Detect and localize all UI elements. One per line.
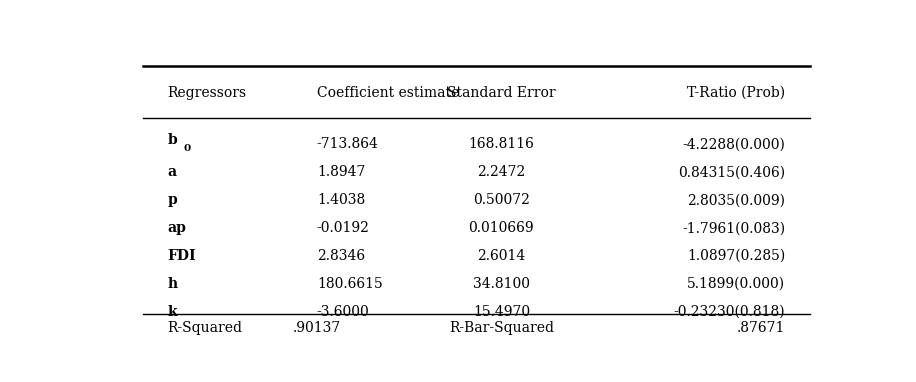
Text: 1.8947: 1.8947 — [317, 165, 365, 179]
Text: 34.8100: 34.8100 — [473, 277, 529, 291]
Text: h: h — [168, 277, 178, 291]
Text: -4.2288(0.000): -4.2288(0.000) — [682, 138, 785, 151]
Text: .90137: .90137 — [293, 321, 341, 335]
Text: .87671: .87671 — [737, 321, 785, 335]
Text: 2.8035(0.009): 2.8035(0.009) — [687, 193, 785, 207]
Text: b: b — [168, 133, 178, 147]
Text: 15.4970: 15.4970 — [473, 305, 530, 319]
Text: 168.8116: 168.8116 — [468, 138, 534, 151]
Text: 1.4038: 1.4038 — [317, 193, 365, 207]
Text: a: a — [168, 165, 177, 179]
Text: Standard Error: Standard Error — [447, 86, 556, 100]
Text: 0.50072: 0.50072 — [473, 193, 529, 207]
Text: R-Bar-Squared: R-Bar-Squared — [449, 321, 554, 335]
Text: 5.1899(0.000): 5.1899(0.000) — [687, 277, 785, 291]
Text: ap: ap — [168, 221, 187, 235]
Text: -0.0192: -0.0192 — [317, 221, 370, 235]
Text: k: k — [168, 305, 178, 319]
Text: 2.6014: 2.6014 — [477, 249, 526, 263]
Text: FDI: FDI — [168, 249, 196, 263]
Text: p: p — [168, 193, 178, 207]
Text: T-Ratio (Prob): T-Ratio (Prob) — [687, 86, 785, 100]
Text: -3.6000: -3.6000 — [317, 305, 369, 319]
Text: -713.864: -713.864 — [317, 138, 378, 151]
Text: R-Squared: R-Squared — [168, 321, 243, 335]
Text: -0.23230(0.818): -0.23230(0.818) — [674, 305, 785, 319]
Text: 180.6615: 180.6615 — [317, 277, 383, 291]
Text: 0: 0 — [183, 144, 191, 153]
Text: Regressors: Regressors — [168, 86, 247, 100]
Text: 1.0897(0.285): 1.0897(0.285) — [687, 249, 785, 263]
Text: -1.7961(0.083): -1.7961(0.083) — [682, 221, 785, 235]
Text: 0.010669: 0.010669 — [469, 221, 534, 235]
Text: 2.8346: 2.8346 — [317, 249, 365, 263]
Text: 2.2472: 2.2472 — [477, 165, 526, 179]
Text: 0.84315(0.406): 0.84315(0.406) — [678, 165, 785, 179]
Text: Coefficient estimate: Coefficient estimate — [317, 86, 459, 100]
